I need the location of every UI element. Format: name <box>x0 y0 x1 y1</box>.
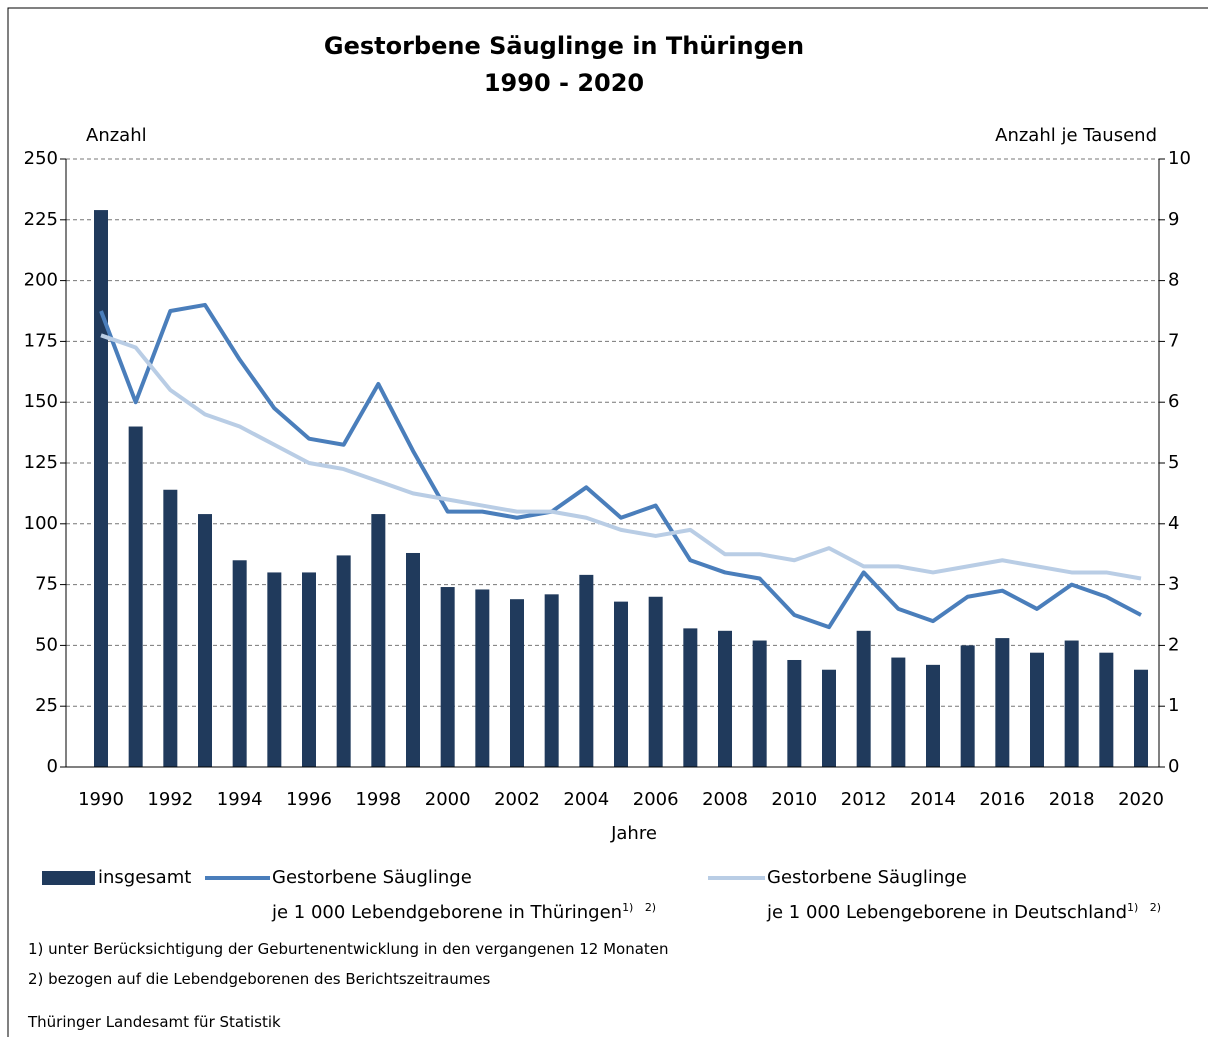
bar <box>891 657 906 767</box>
y-tick-label: 175 <box>24 330 58 351</box>
y2-axis-label: Anzahl je Tausend <box>995 125 1157 146</box>
y2-tick-label: 5 <box>1168 452 1179 473</box>
x-tick-label: 2018 <box>1049 789 1095 810</box>
legend-label: Gestorbene Säuglinge je 1 000 Lebendgebo… <box>272 863 656 928</box>
footnote: 2) bezogen auf die Lebendgeborenen des B… <box>28 970 491 988</box>
chart-subtitle: 1990 - 2020 <box>484 69 644 97</box>
bar <box>995 638 1010 767</box>
y-tick-label: 125 <box>24 452 58 473</box>
y-tick-label: 25 <box>35 695 58 716</box>
x-tick-label: 1992 <box>147 789 193 810</box>
bar <box>960 645 975 767</box>
chart-title: Gestorbene Säuglinge in Thüringen <box>324 32 804 60</box>
legend-text: Gestorbene Säuglinge je 1 000 Lebendgebo… <box>272 867 623 923</box>
bar <box>822 669 836 767</box>
bar <box>1099 652 1114 767</box>
bar <box>752 640 767 767</box>
bar <box>1064 640 1079 767</box>
x-tick-label: 2010 <box>771 789 817 810</box>
x-tick-label: 2020 <box>1118 789 1164 810</box>
footnote: 1) unter Berücksichtigung der Geburtenen… <box>28 940 669 958</box>
bar <box>267 572 282 767</box>
bar <box>1134 669 1148 767</box>
y2-tick-label: 6 <box>1168 391 1179 412</box>
y-tick-label: 150 <box>24 391 58 412</box>
y2-tick-label: 0 <box>1168 756 1179 777</box>
bar <box>440 587 455 767</box>
x-tick-label: 2016 <box>979 789 1025 810</box>
footnote-ref: 1) <box>1127 901 1139 914</box>
y-tick-label: 250 <box>24 148 58 169</box>
x-tick-label: 1996 <box>286 789 332 810</box>
bar <box>1030 652 1044 767</box>
y-tick-label: 200 <box>24 270 58 291</box>
bar <box>856 630 871 767</box>
legend-label: insgesamt <box>98 867 192 888</box>
x-tick-label: 2000 <box>425 789 471 810</box>
x-tick-label: 1990 <box>78 789 124 810</box>
bar <box>683 628 698 767</box>
bar <box>614 601 628 767</box>
y2-tick-label: 1 <box>1168 695 1179 716</box>
x-tick-label: 2014 <box>910 789 956 810</box>
bar <box>787 659 802 767</box>
y-tick-label: 100 <box>24 513 58 534</box>
bar <box>544 594 559 767</box>
y2-tick-label: 9 <box>1168 209 1179 230</box>
y2-tick-label: 2 <box>1168 634 1179 655</box>
bar <box>128 426 143 767</box>
y-tick-label: 50 <box>35 634 58 655</box>
bar <box>232 560 247 767</box>
frame <box>7 7 1208 1037</box>
bar <box>926 664 940 767</box>
x-tick-label: 1998 <box>355 789 401 810</box>
bar <box>510 599 524 767</box>
y-tick-label: 75 <box>35 574 58 595</box>
bar <box>94 210 108 767</box>
bar <box>302 572 316 767</box>
bar <box>475 589 490 767</box>
x-tick-label: 2008 <box>702 789 748 810</box>
y2-tick-label: 10 <box>1168 148 1191 169</box>
bar <box>163 489 178 767</box>
bar <box>579 574 594 767</box>
x-tick-label: 2006 <box>633 789 679 810</box>
footnote-ref: 2) <box>644 901 657 914</box>
bar <box>371 514 386 767</box>
x-tick-label: 2004 <box>563 789 609 810</box>
footnote-ref: 1) <box>622 901 634 914</box>
x-tick-label: 1994 <box>217 789 263 810</box>
line <box>99 302 1142 630</box>
y2-tick-label: 7 <box>1168 330 1179 351</box>
line <box>100 333 1142 581</box>
x-axis-label: Jahre <box>610 823 657 844</box>
source: Thüringer Landesamt für Statistik <box>28 1013 281 1031</box>
bar <box>198 514 212 767</box>
bar <box>718 630 732 767</box>
x-tick-label: 2012 <box>841 789 887 810</box>
legend-swatch <box>42 871 95 885</box>
footnote-ref: 2) <box>1149 901 1162 914</box>
x-tick-label: 2002 <box>494 789 540 810</box>
legend-label: Gestorbene Säuglinge je 1 000 Lebengebor… <box>767 863 1161 928</box>
bar <box>648 596 663 767</box>
bar <box>406 552 420 767</box>
bar <box>336 555 351 767</box>
y2-tick-label: 8 <box>1168 270 1179 291</box>
y-axis-label: Anzahl <box>86 125 147 146</box>
legend-text: Gestorbene Säuglinge je 1 000 Lebengebor… <box>767 867 1128 923</box>
y2-tick-label: 3 <box>1168 574 1179 595</box>
y-tick-label: 225 <box>24 209 58 230</box>
y2-tick-label: 4 <box>1168 513 1179 534</box>
y-tick-label: 0 <box>47 756 58 777</box>
